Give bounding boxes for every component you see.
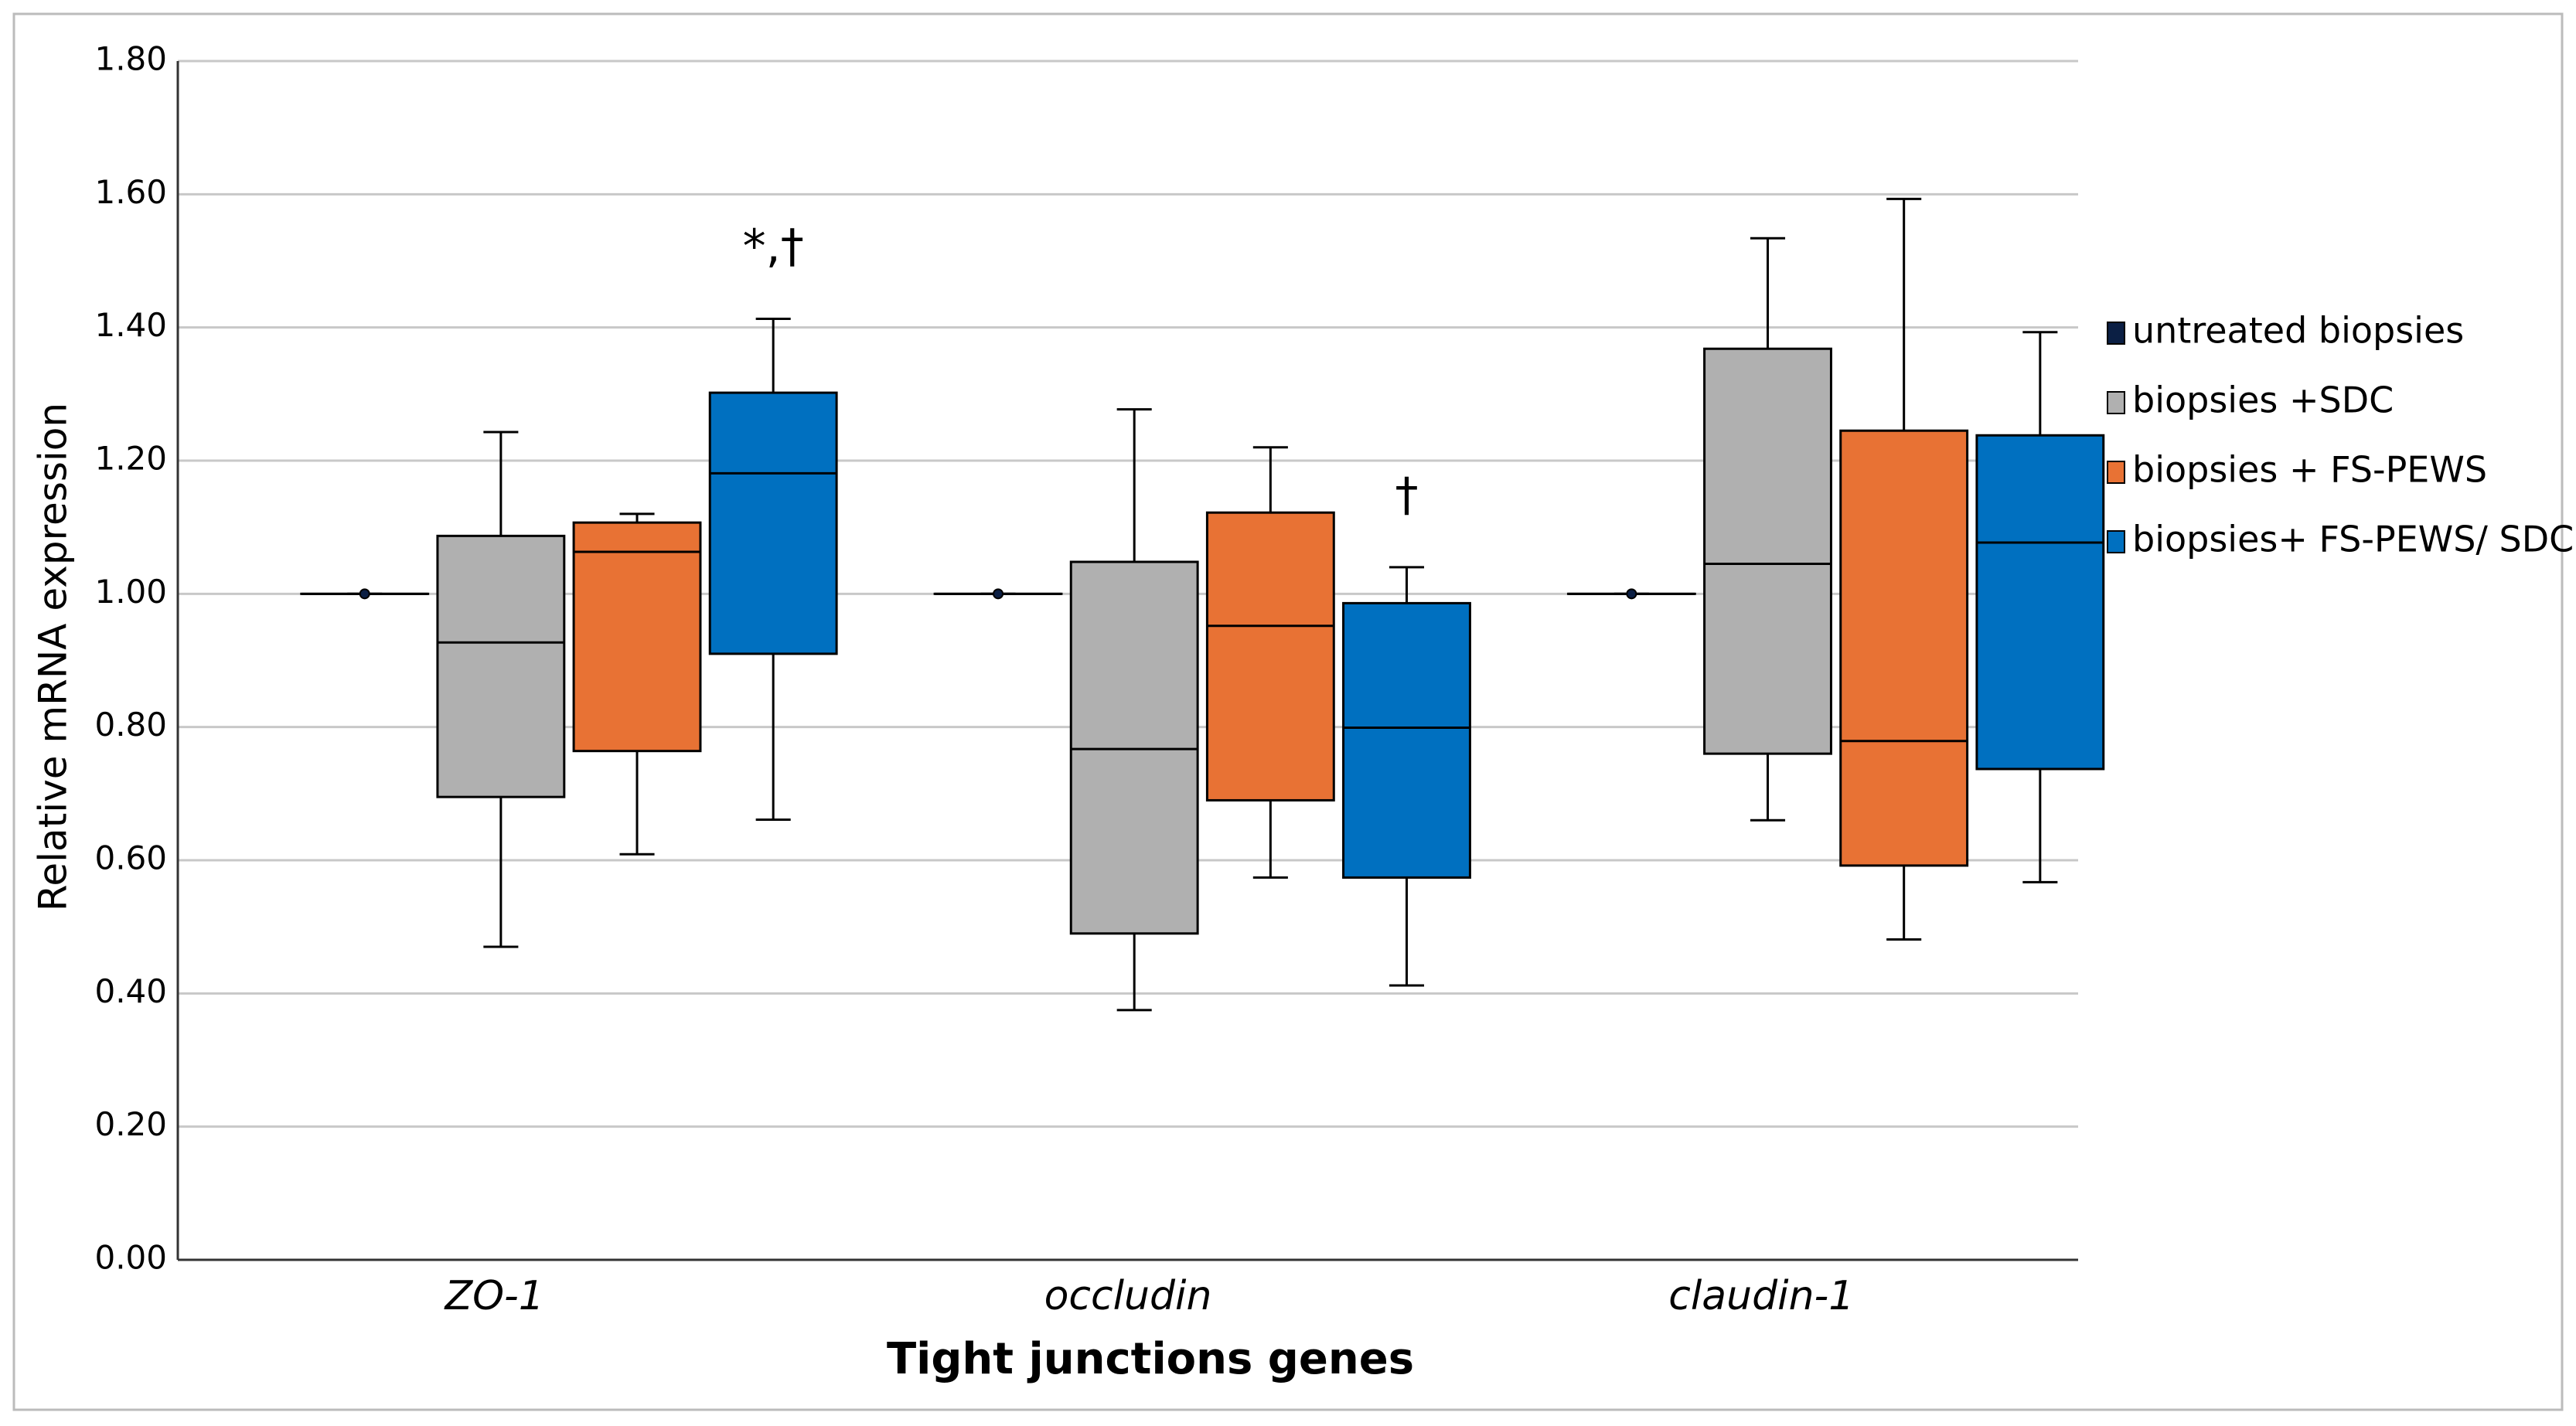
box: [436, 534, 566, 798]
annotation: †: [1395, 468, 1419, 522]
y-tick-label: 0.60: [94, 839, 167, 877]
y-tick-label: 1.60: [94, 173, 167, 211]
x-tick-label: occludin: [1044, 1273, 1212, 1319]
legend-swatch: [2107, 530, 2125, 553]
box: [1975, 434, 2105, 771]
y-tick-label: 0.20: [94, 1105, 167, 1143]
x-tick-label: claudin-1: [1668, 1273, 1854, 1319]
legend-swatch: [2107, 461, 2125, 484]
y-tick-label: 1.00: [94, 573, 167, 611]
box: [1839, 429, 1969, 867]
box: [1205, 511, 1335, 801]
box: [1342, 601, 1471, 879]
y-tick-label: 1.20: [94, 440, 167, 478]
median-dot: [359, 588, 370, 600]
box: [572, 521, 702, 753]
y-axis-label: Relative mRNA expression: [31, 403, 76, 911]
y-tick-label: 0.00: [94, 1239, 167, 1277]
y-tick-label: 1.80: [94, 40, 167, 78]
box: [1703, 347, 1832, 755]
x-tick-label: ZO-1: [443, 1273, 543, 1319]
legend-label: biopsies +SDC: [2132, 379, 2394, 421]
y-tick-label: 1.40: [94, 306, 167, 344]
y-tick-label: 0.40: [94, 972, 167, 1010]
median-dot: [993, 588, 1004, 600]
y-tick-label: 0.80: [94, 706, 167, 744]
legend-label: untreated biopsies: [2132, 310, 2464, 352]
legend-label: biopsies + FS-PEWS: [2132, 449, 2487, 491]
legend-label: biopsies+ FS-PEWS/ SDC: [2132, 519, 2574, 560]
legend-swatch: [2107, 322, 2125, 345]
box: [708, 391, 838, 655]
annotation: *,†: [743, 220, 804, 274]
legend-swatch: [2107, 391, 2125, 414]
median-dot: [1626, 588, 1637, 600]
x-axis-label: Tight junctions genes: [887, 1334, 1414, 1384]
box: [1069, 560, 1199, 935]
